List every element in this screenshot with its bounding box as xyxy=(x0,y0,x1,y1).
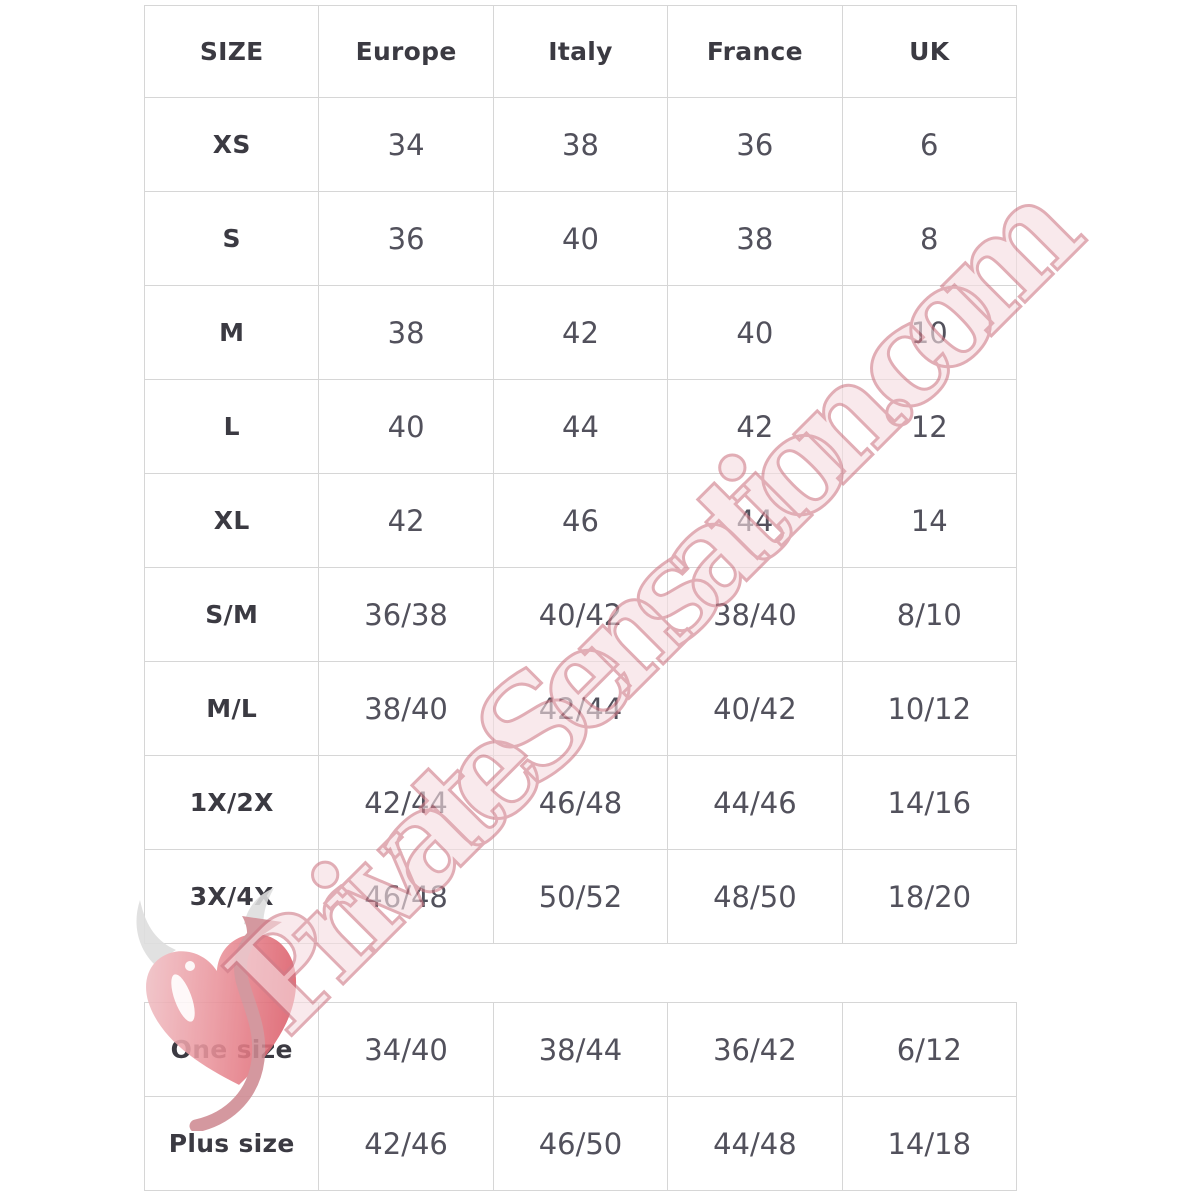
value-cell: 36 xyxy=(667,97,843,192)
value-cell: 42/44 xyxy=(492,661,669,756)
value-cell: 14 xyxy=(841,473,1018,568)
size-label: 1X/2X xyxy=(143,755,320,850)
table-row-xl: XL 42 46 44 14 xyxy=(143,473,1018,568)
value-cell: 38 xyxy=(667,191,843,286)
value-cell: 6 xyxy=(841,97,1018,192)
size-label: S/M xyxy=(143,567,320,662)
table-row-xs: XS 34 38 36 6 xyxy=(143,97,1018,192)
value-cell: 42 xyxy=(318,473,494,568)
size-label: M xyxy=(143,285,320,380)
column-header-size: SIZE xyxy=(143,5,320,98)
heart-highlight-dot xyxy=(185,961,195,971)
table-row-l: L 40 44 42 12 xyxy=(143,379,1018,474)
table-row-m: M 38 42 40 10 xyxy=(143,285,1018,380)
value-cell: 46/50 xyxy=(492,1096,669,1191)
value-cell: 42 xyxy=(667,379,843,474)
size-label: M/L xyxy=(143,661,320,756)
value-cell: 38/44 xyxy=(492,1002,669,1097)
one-size-table: One size 34/40 38/44 36/42 6/12 Plus siz… xyxy=(143,1002,1018,1191)
value-cell: 38 xyxy=(318,285,494,380)
value-cell: 6/12 xyxy=(841,1002,1018,1097)
value-cell: 44/48 xyxy=(667,1096,843,1191)
table-row-one-size: One size 34/40 38/44 36/42 6/12 xyxy=(143,1002,1018,1097)
table-row-plus-size: Plus size 42/46 46/50 44/48 14/18 xyxy=(143,1096,1018,1191)
value-cell: 40 xyxy=(492,191,669,286)
size-label: One size xyxy=(143,1002,320,1097)
value-cell: 40 xyxy=(318,379,494,474)
table-row-1x2x: 1X/2X 42/44 46/48 44/46 14/16 xyxy=(143,755,1018,850)
value-cell: 44 xyxy=(667,473,843,568)
value-cell: 42/44 xyxy=(318,755,494,850)
value-cell: 46/48 xyxy=(492,755,669,850)
value-cell: 10 xyxy=(841,285,1018,380)
table-row-ml: M/L 38/40 42/44 40/42 10/12 xyxy=(143,661,1018,756)
value-cell: 10/12 xyxy=(841,661,1018,756)
value-cell: 44 xyxy=(492,379,669,474)
column-header-europe: Europe xyxy=(318,5,494,98)
size-conversion-table: SIZE Europe Italy France UK XS 34 38 36 … xyxy=(143,5,1018,944)
value-cell: 12 xyxy=(841,379,1018,474)
value-cell: 46/48 xyxy=(318,849,494,944)
value-cell: 40/42 xyxy=(492,567,669,662)
value-cell: 34/40 xyxy=(318,1002,494,1097)
size-label: XS xyxy=(143,97,320,192)
value-cell: 40 xyxy=(667,285,843,380)
value-cell: 42/46 xyxy=(318,1096,494,1191)
column-header-uk: UK xyxy=(841,5,1018,98)
size-label: XL xyxy=(143,473,320,568)
table-row-s: S 36 40 38 8 xyxy=(143,191,1018,286)
value-cell: 36/38 xyxy=(318,567,494,662)
size-label: 3X/4X xyxy=(143,849,320,944)
value-cell: 14/16 xyxy=(841,755,1018,850)
value-cell: 40/42 xyxy=(667,661,843,756)
column-header-italy: Italy xyxy=(492,5,669,98)
value-cell: 38/40 xyxy=(667,567,843,662)
table-row-3x4x: 3X/4X 46/48 50/52 48/50 18/20 xyxy=(143,849,1018,944)
value-cell: 48/50 xyxy=(667,849,843,944)
value-cell: 46 xyxy=(492,473,669,568)
value-cell: 18/20 xyxy=(841,849,1018,944)
column-header-france: France xyxy=(667,5,843,98)
value-cell: 14/18 xyxy=(841,1096,1018,1191)
value-cell: 34 xyxy=(318,97,494,192)
value-cell: 38 xyxy=(492,97,669,192)
size-label: L xyxy=(143,379,320,474)
value-cell: 36/42 xyxy=(667,1002,843,1097)
header-row: SIZE Europe Italy France UK xyxy=(143,5,1018,98)
value-cell: 50/52 xyxy=(492,849,669,944)
size-label: S xyxy=(143,191,320,286)
table-row-sm: S/M 36/38 40/42 38/40 8/10 xyxy=(143,567,1018,662)
value-cell: 8 xyxy=(841,191,1018,286)
size-label: Plus size xyxy=(143,1096,320,1191)
value-cell: 44/46 xyxy=(667,755,843,850)
value-cell: 42 xyxy=(492,285,669,380)
value-cell: 8/10 xyxy=(841,567,1018,662)
value-cell: 38/40 xyxy=(318,661,494,756)
value-cell: 36 xyxy=(318,191,494,286)
